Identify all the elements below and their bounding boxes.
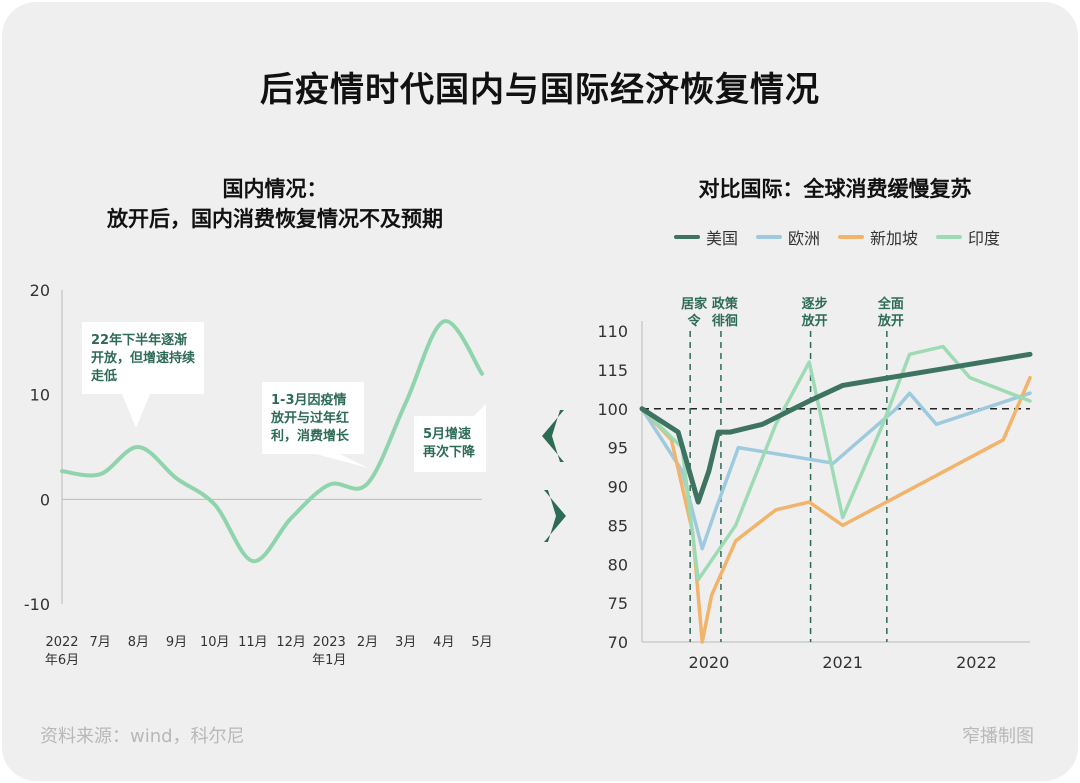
left-x-tick-label: 年6月 bbox=[45, 653, 79, 668]
event-label: 全面 bbox=[877, 296, 904, 312]
right-y-tick-label: 90 bbox=[608, 478, 628, 497]
annotation-box bbox=[414, 416, 486, 472]
series-line-in bbox=[640, 344, 1032, 582]
left-x-tick-label: 2023 bbox=[313, 635, 346, 650]
legend-label-in: 印度 bbox=[968, 229, 1001, 248]
event-label: 放开 bbox=[877, 313, 904, 329]
legend-swatch-sg bbox=[838, 235, 865, 239]
left-x-tick-label: 12月 bbox=[276, 635, 306, 650]
left-x-tick-label: 2022 bbox=[45, 635, 78, 650]
legend-swatch-in bbox=[936, 235, 963, 239]
annotation-text: 再次下降 bbox=[423, 444, 476, 460]
left-x-tick-label: 年1月 bbox=[312, 653, 346, 668]
left-y-tick-label: 10 bbox=[30, 386, 50, 405]
annotation-pointer bbox=[122, 394, 150, 428]
event-label: 放开 bbox=[801, 313, 828, 329]
legend-item-sg: 新加坡 bbox=[838, 226, 918, 248]
left-x-tick-label: 2月 bbox=[357, 635, 378, 650]
source-note: 资料来源：wind，科尔尼 bbox=[40, 726, 245, 747]
left-x-tick-label: 7月 bbox=[90, 635, 111, 650]
right-x-tick-label: 2022 bbox=[956, 653, 997, 672]
right-chart-subtitle: 对比国际：全球消费缓慢复苏 bbox=[698, 177, 972, 201]
series-line-sg bbox=[640, 375, 1032, 644]
left-x-tick-label: 11月 bbox=[238, 635, 268, 650]
left-chart-subtitle: 国内情况： 放开后，国内消费恢复情况不及预期 bbox=[40, 174, 510, 234]
event-label: 逐步 bbox=[802, 296, 828, 312]
chart-legend: 美国 欧洲 新加坡 印度 bbox=[674, 226, 1000, 248]
left-y-tick-label: -10 bbox=[24, 595, 50, 614]
right-y-tick-label: 100 bbox=[597, 400, 628, 419]
right-y-tick-label: 95 bbox=[608, 439, 628, 458]
left-y-tick-label: 20 bbox=[30, 281, 50, 300]
annotation-text: 走低 bbox=[91, 368, 117, 384]
right-y-tick-label: 115 bbox=[597, 361, 628, 380]
left-x-tick-label: 5月 bbox=[471, 635, 492, 650]
previous-chevron-icon[interactable] bbox=[534, 406, 574, 466]
series-line-eu bbox=[640, 391, 1032, 551]
left-x-tick-label: 8月 bbox=[128, 635, 149, 650]
event-label: 令 bbox=[688, 313, 702, 329]
annotation-box bbox=[262, 382, 364, 454]
right-x-tick-label: 2021 bbox=[822, 653, 863, 672]
right-y-tick-label: 75 bbox=[608, 594, 628, 613]
series-line-us bbox=[639, 351, 1033, 505]
annotation-text: 放开与过年红 bbox=[270, 410, 349, 426]
left-series-line bbox=[60, 319, 484, 564]
annotation-text: 开放，但增速持续 bbox=[91, 350, 195, 366]
legend-item-eu: 欧洲 bbox=[756, 226, 820, 248]
annotation-box bbox=[82, 322, 204, 394]
left-subtitle-line1: 国内情况： bbox=[222, 177, 328, 201]
annotation-text: 1-3月因疫情 bbox=[271, 392, 347, 408]
annotation-text: 利，消费增长 bbox=[271, 428, 350, 444]
right-y-tick-label: 70 bbox=[608, 633, 628, 652]
annotation-pointer bbox=[316, 454, 368, 468]
right-y-tick-label: 110 bbox=[597, 322, 628, 341]
legend-label-sg: 新加坡 bbox=[870, 229, 919, 248]
left-x-tick-label: 4月 bbox=[433, 635, 454, 650]
legend-label-us: 美国 bbox=[706, 229, 739, 248]
event-label: 徘徊 bbox=[712, 313, 738, 329]
left-x-tick-label: 9月 bbox=[166, 635, 187, 650]
annotation-text: 5月增速 bbox=[423, 426, 471, 442]
page-title: 后疫情时代国内与国际经济恢复情况 bbox=[260, 70, 820, 110]
event-label: 政策 bbox=[712, 296, 739, 312]
left-subtitle-line2: 放开后，国内消费恢复情况不及预期 bbox=[107, 207, 443, 231]
next-chevron-icon[interactable] bbox=[534, 486, 574, 546]
right-y-tick-label: 80 bbox=[608, 555, 628, 574]
left-x-tick-label: 10月 bbox=[200, 635, 230, 650]
legend-item-us: 美国 bbox=[674, 226, 738, 248]
right-x-tick-label: 2020 bbox=[689, 653, 730, 672]
event-label: 居家 bbox=[681, 296, 708, 312]
left-y-tick-label: 0 bbox=[40, 490, 50, 509]
left-x-tick-label: 3月 bbox=[395, 635, 416, 650]
brand-credit: 窄播制图 bbox=[962, 726, 1034, 747]
legend-label-eu: 欧洲 bbox=[788, 229, 821, 248]
annotation-text: 22年下半年逐渐 bbox=[91, 332, 187, 348]
right-y-tick-label: 85 bbox=[608, 516, 628, 535]
annotation-pointer bbox=[474, 404, 486, 416]
legend-swatch-us bbox=[674, 235, 700, 239]
legend-swatch-eu bbox=[756, 235, 783, 239]
legend-item-in: 印度 bbox=[936, 226, 1000, 248]
